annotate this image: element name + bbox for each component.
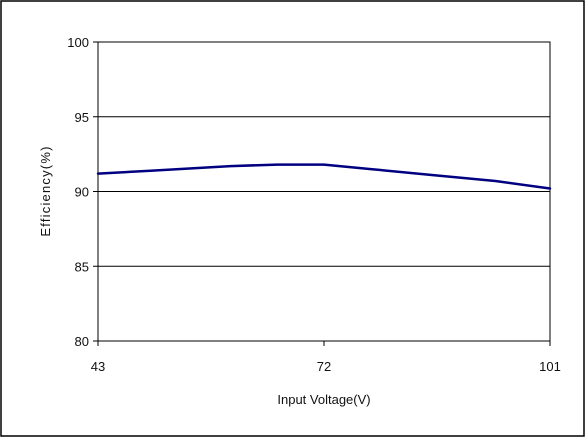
y-tick-label: 90 [75, 185, 89, 200]
x-tick-label: 72 [317, 359, 331, 374]
y-tick-label: 85 [75, 259, 89, 274]
x-tick-label: 101 [539, 359, 561, 374]
x-axis-label: Input Voltage(V) [277, 392, 370, 407]
x-tick-label: 43 [91, 359, 105, 374]
y-axis-label: Efficiency(%) [38, 145, 53, 236]
y-tick-label: 80 [75, 334, 89, 349]
y-tick-label: 95 [75, 110, 89, 125]
y-tick-label: 100 [67, 35, 89, 50]
